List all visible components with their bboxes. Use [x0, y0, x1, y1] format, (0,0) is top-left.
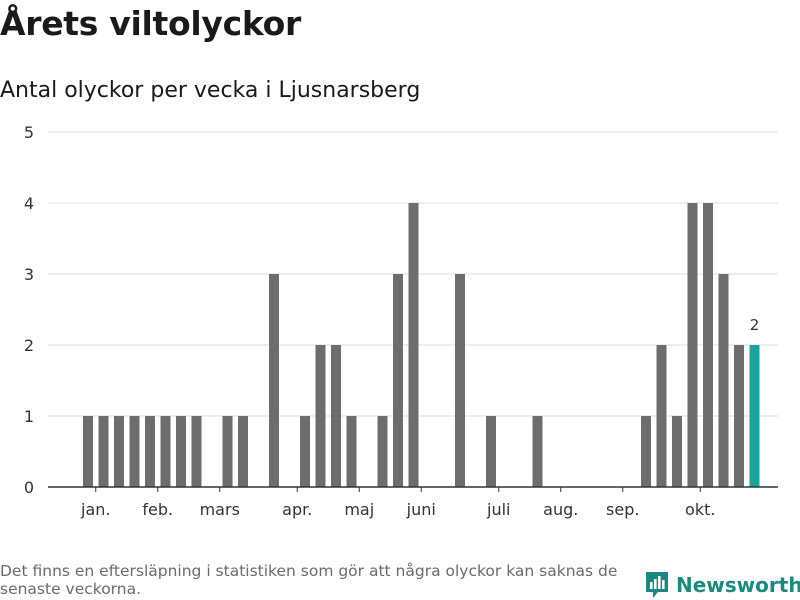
- bar: [191, 416, 202, 487]
- bar: [269, 274, 279, 487]
- newsworthy-logo-icon: [646, 572, 668, 598]
- bar: [129, 416, 140, 487]
- bar-highlight: [749, 345, 760, 487]
- y-tick-label: 3: [24, 265, 34, 284]
- bar: [718, 274, 729, 487]
- data-labels: 2: [750, 316, 760, 334]
- bar: [315, 345, 326, 487]
- bar: [331, 345, 341, 487]
- bar: [532, 416, 543, 487]
- y-tick-label: 1: [24, 407, 34, 426]
- x-tick-label: aug.: [543, 500, 578, 519]
- bar: [641, 416, 651, 487]
- bar: [672, 416, 682, 487]
- bar: [83, 416, 93, 487]
- bar: [734, 345, 744, 487]
- brand-name: Newsworthy: [676, 573, 800, 597]
- bar: [238, 416, 248, 487]
- bar-chart: 0 1 2 3 4 5 jan. feb. mars apr. maj juni juli aug. se…: [24, 123, 778, 519]
- x-axis: jan. feb. mars apr. maj juni juli aug. sep. okt.: [48, 486, 778, 519]
- chart-title: Årets viltolyckor: [0, 4, 301, 43]
- bar: [222, 416, 233, 487]
- bar: [393, 274, 403, 487]
- x-tick-label: juni: [406, 500, 436, 519]
- x-tick-label: juli: [486, 500, 510, 519]
- bar: [145, 416, 155, 487]
- y-tick-label: 2: [24, 336, 34, 355]
- data-label: 2: [750, 316, 760, 334]
- bar: [176, 416, 186, 487]
- x-tick-label: mars: [200, 500, 240, 519]
- bar: [703, 203, 713, 487]
- bar: [656, 345, 667, 487]
- bars: [83, 203, 760, 487]
- bar: [98, 416, 109, 487]
- brand-logo: Newsworthy: [644, 570, 800, 600]
- x-tick-label: jan.: [80, 500, 110, 519]
- bar: [114, 416, 124, 487]
- bar: [377, 416, 388, 487]
- bar: [408, 203, 419, 487]
- x-tick-label: sep.: [606, 500, 639, 519]
- y-tick-label: 5: [24, 123, 34, 142]
- bar: [455, 274, 465, 487]
- x-tick-label: maj: [344, 500, 374, 519]
- bar: [160, 416, 171, 487]
- x-tick-label: feb.: [142, 500, 173, 519]
- bar: [346, 416, 357, 487]
- bar: [486, 416, 496, 487]
- y-tick-label: 4: [24, 194, 34, 213]
- footnote: Det finns en eftersläpning i statistiken…: [0, 562, 618, 598]
- y-tick-label: 0: [24, 478, 34, 497]
- x-tick-label: okt.: [685, 500, 715, 519]
- chart-subtitle: Antal olyckor per vecka i Ljusnarsberg: [0, 78, 421, 103]
- bar: [687, 203, 698, 487]
- y-axis-ticks: 0 1 2 3 4 5: [24, 123, 34, 497]
- x-tick-label: apr.: [282, 500, 312, 519]
- bar: [300, 416, 310, 487]
